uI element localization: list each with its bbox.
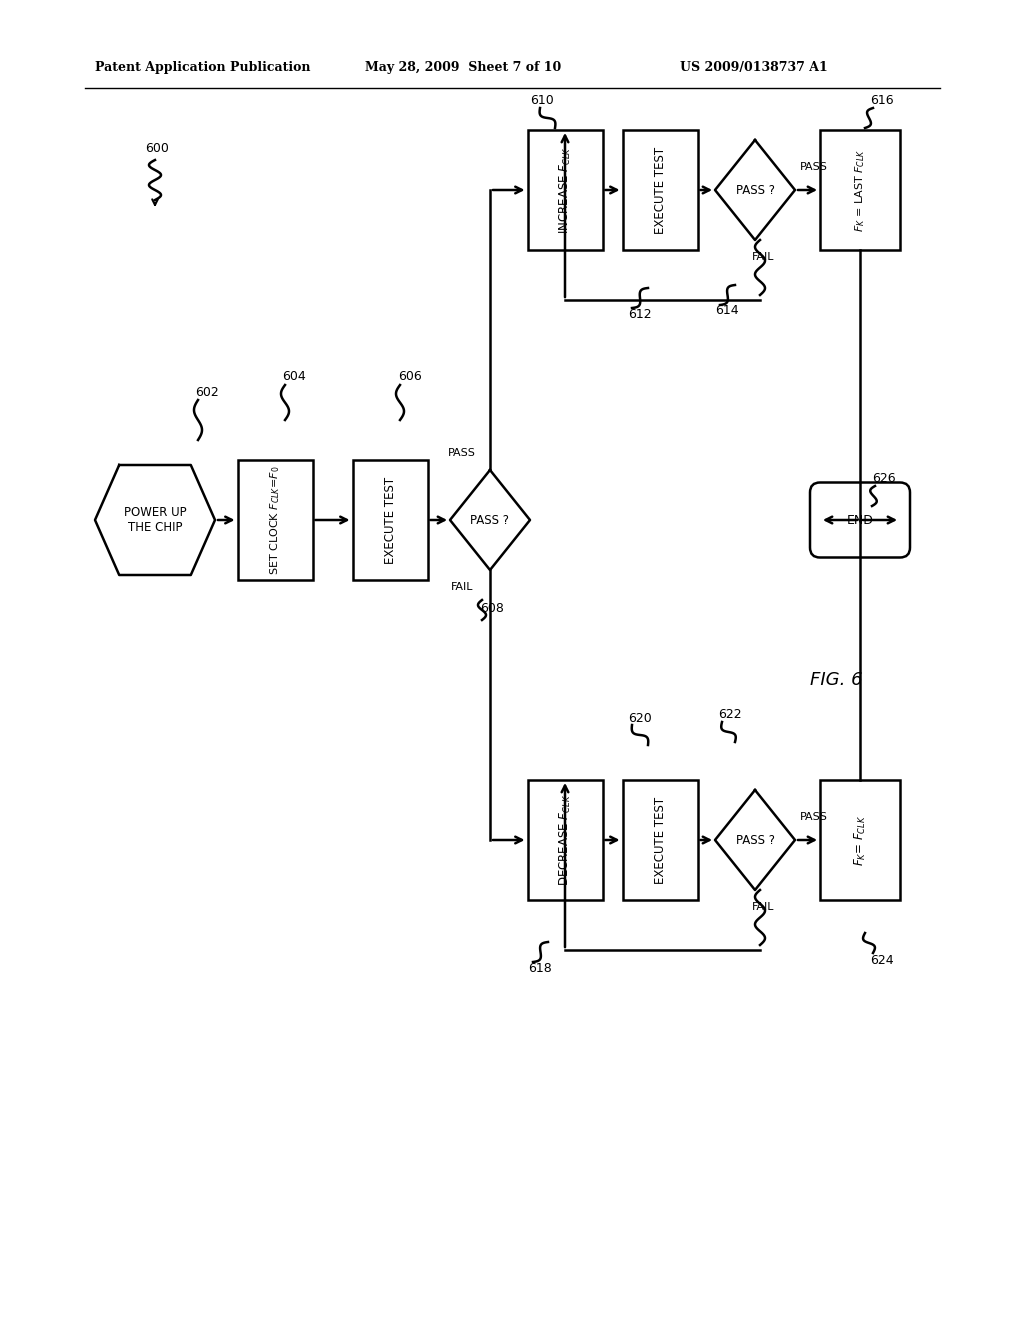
FancyBboxPatch shape [238,459,312,579]
Text: 614: 614 [715,304,738,317]
FancyBboxPatch shape [623,129,697,249]
Text: 622: 622 [718,709,741,722]
Text: FAIL: FAIL [451,582,473,591]
Text: 620: 620 [628,711,651,725]
Text: 612: 612 [628,309,651,322]
FancyBboxPatch shape [527,780,602,900]
Text: 604: 604 [282,371,306,384]
Text: PASS: PASS [800,162,827,172]
Text: SET CLOCK $F_{CLK}$=$F_0$: SET CLOCK $F_{CLK}$=$F_0$ [268,465,282,574]
Text: PASS ?: PASS ? [735,183,774,197]
Text: $F_K$= $F_{CLK}$: $F_K$= $F_{CLK}$ [852,814,867,866]
Text: 624: 624 [870,953,894,966]
Text: EXECUTE TEST: EXECUTE TEST [653,796,667,883]
Text: 626: 626 [872,471,896,484]
Text: PASS: PASS [449,447,476,458]
Text: END: END [847,513,873,527]
FancyBboxPatch shape [623,780,697,900]
Text: 616: 616 [870,94,894,107]
FancyBboxPatch shape [820,129,900,249]
FancyBboxPatch shape [810,483,910,557]
Text: POWER UP
THE CHIP: POWER UP THE CHIP [124,506,186,535]
Text: $F_K$ = LAST $F_{CLK}$: $F_K$ = LAST $F_{CLK}$ [853,148,867,231]
Text: EXECUTE TEST: EXECUTE TEST [384,477,396,564]
FancyBboxPatch shape [820,780,900,900]
Text: Patent Application Publication: Patent Application Publication [95,62,310,74]
Text: 600: 600 [145,141,169,154]
Text: FAIL: FAIL [752,902,774,912]
Text: PASS ?: PASS ? [735,833,774,846]
FancyBboxPatch shape [527,129,602,249]
Text: May 28, 2009  Sheet 7 of 10: May 28, 2009 Sheet 7 of 10 [365,62,561,74]
Text: 610: 610 [530,94,554,107]
Text: FAIL: FAIL [752,252,774,261]
Text: INCREASE $F_{CLK}$: INCREASE $F_{CLK}$ [557,147,572,234]
Text: 618: 618 [528,961,552,974]
Text: US 2009/0138737 A1: US 2009/0138737 A1 [680,62,827,74]
Text: EXECUTE TEST: EXECUTE TEST [653,147,667,234]
Text: FIG. 6: FIG. 6 [810,671,862,689]
Text: DECREASE $F_{CLK}$: DECREASE $F_{CLK}$ [557,795,572,886]
Text: 602: 602 [195,387,219,400]
Text: PASS ?: PASS ? [470,513,510,527]
Text: PASS: PASS [800,812,827,822]
FancyBboxPatch shape [352,459,427,579]
Text: 606: 606 [398,371,422,384]
Text: 608: 608 [480,602,504,615]
